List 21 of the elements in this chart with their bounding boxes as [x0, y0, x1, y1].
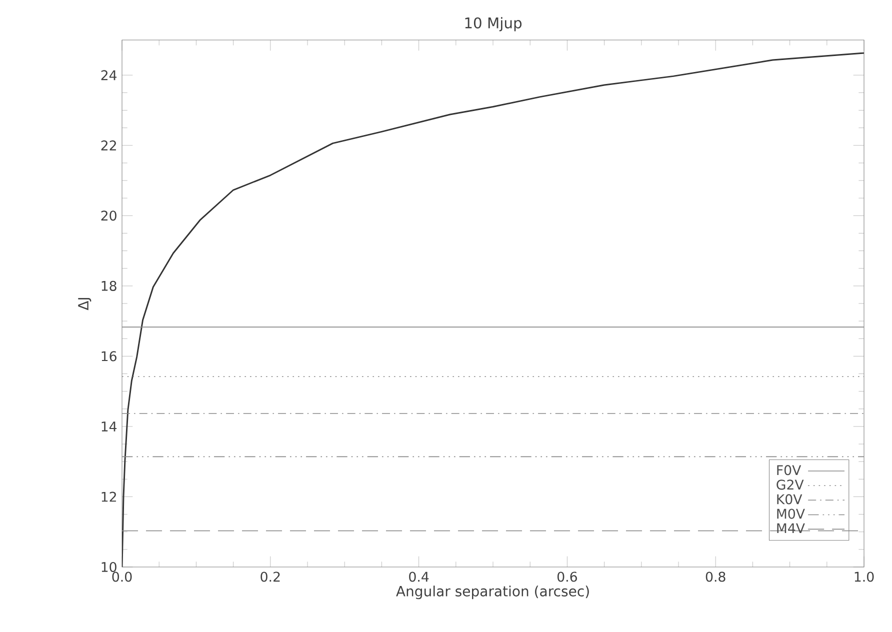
x-tick-label: 0.2 [260, 572, 280, 582]
x-tick-label: 0.4 [409, 572, 429, 582]
legend-label: G2V [776, 480, 804, 490]
x-tick-label: 0.6 [557, 572, 577, 582]
y-tick-label: 18 [102, 280, 116, 291]
legend-label: F0V [777, 465, 802, 476]
x-axis-title: Angular separation (arcsec) [396, 586, 589, 600]
y-axis-title: ΔJ [78, 298, 92, 310]
x-tick-label: 1.0 [854, 572, 874, 582]
y-tick-label: 12 [102, 492, 116, 502]
y-tick-label: 16 [102, 351, 116, 362]
y-tick-label: 10 [102, 562, 116, 572]
legend-label: K0V [777, 494, 802, 504]
x-tick-label: 0.0 [112, 572, 132, 582]
legend-label: M0V [777, 508, 805, 519]
y-tick-label: 22 [101, 140, 116, 150]
chart-title: 10 Mjup [465, 17, 522, 32]
y-tick-label: 20 [101, 210, 116, 221]
x-tick-label: 0.8 [706, 572, 726, 582]
y-tick-label: 24 [101, 70, 117, 80]
y-tick-label: 14 [102, 422, 117, 432]
